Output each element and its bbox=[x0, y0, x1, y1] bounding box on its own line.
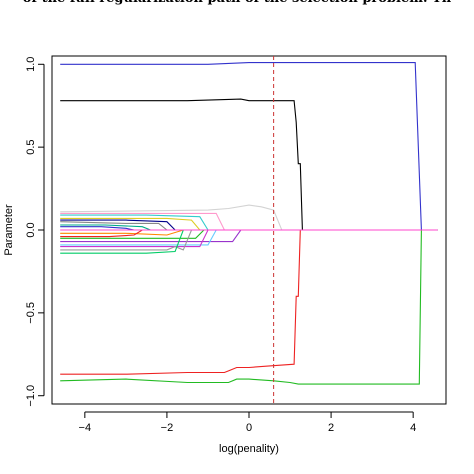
series-line-2 bbox=[60, 98, 438, 231]
series-line-1 bbox=[60, 62, 438, 231]
y-axis: 1.0 0.5 0.0 −0.5 −1.0 bbox=[25, 57, 45, 407]
x-tick-label: 4 bbox=[410, 422, 416, 434]
y-tick-label: −1.0 bbox=[25, 385, 37, 407]
x-tick-label: 0 bbox=[246, 422, 252, 434]
series-line-5 bbox=[60, 204, 438, 231]
y-tick-label: −0.5 bbox=[25, 302, 37, 324]
series-line-17 bbox=[60, 229, 438, 246]
series-line-15 bbox=[60, 229, 438, 239]
series-line-13 bbox=[60, 229, 438, 236]
series-line-4 bbox=[60, 229, 438, 385]
chart-caption: of the full regularization path of the s… bbox=[0, 0, 474, 9]
plot-frame bbox=[51, 55, 447, 405]
series-layer bbox=[60, 62, 438, 385]
series-line-3 bbox=[60, 229, 438, 375]
x-tick-label: 2 bbox=[328, 422, 334, 434]
y-tick-label: 0.5 bbox=[25, 139, 37, 154]
y-tick-label: 1.0 bbox=[25, 57, 37, 72]
x-axis-label: log(penality) bbox=[219, 443, 279, 455]
x-tick-label: −4 bbox=[79, 422, 92, 434]
y-tick-label: 0.0 bbox=[25, 222, 37, 237]
x-axis: −4 −2 0 2 4 bbox=[79, 411, 416, 434]
y-axis-label: Parameter bbox=[3, 204, 15, 256]
x-tick-label: −2 bbox=[161, 422, 174, 434]
